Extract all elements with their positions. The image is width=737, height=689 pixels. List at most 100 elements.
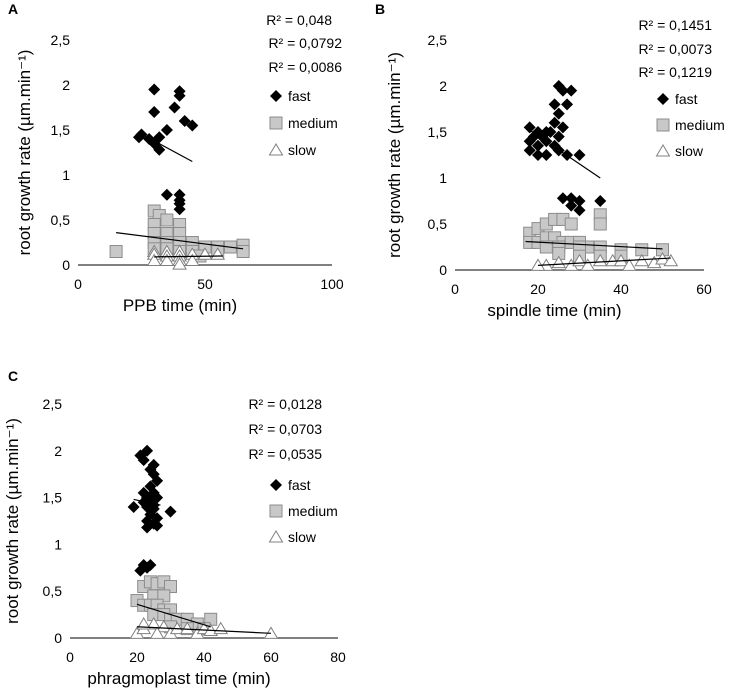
- x-tick-label: 0: [451, 281, 459, 297]
- data-point-slow: [146, 253, 162, 266]
- y-tick-label: 2: [62, 77, 70, 93]
- x-tick-label: 100: [320, 276, 344, 292]
- data-point-fast: [561, 98, 574, 111]
- x-axis-label: phragmoplast time (min): [87, 669, 270, 688]
- data-point-fast: [137, 454, 150, 467]
- x-axis-label: PPB time (min): [123, 296, 237, 315]
- panel-letter: C: [8, 368, 18, 384]
- data-point-fast: [523, 135, 536, 148]
- r-squared-label: R² = 0,1451: [638, 17, 712, 33]
- data-point-fast: [556, 121, 569, 134]
- data-point-fast: [540, 149, 553, 161]
- series-fast: [132, 83, 199, 216]
- data-point-fast: [556, 192, 569, 205]
- data-point-fast: [186, 119, 199, 132]
- legend-label-fast: fast: [288, 477, 311, 493]
- data-point-medium: [236, 245, 250, 258]
- data-point-fast: [148, 83, 161, 96]
- y-axis-label: root growth rate (µm.min⁻¹): [3, 418, 22, 624]
- y-tick-label: 1,5: [428, 124, 448, 140]
- data-point-slow: [156, 619, 172, 633]
- r-squared-label: R² = 0,0073: [638, 41, 712, 57]
- panel-c: C 0 0,5 1 1,5 2 2,5 0 20 40 60 80 phragmoplast time …: [3, 368, 346, 688]
- trendline-slow: [537, 257, 671, 266]
- x-axis-label: spindle time (min): [487, 301, 621, 320]
- y-tick-label: 1,5: [43, 490, 63, 506]
- data-point-medium: [564, 217, 578, 231]
- data-point-fast: [168, 101, 181, 114]
- series-fast: [127, 444, 177, 577]
- trendline-fast: [525, 126, 601, 179]
- data-point-fast: [565, 84, 578, 97]
- trendline-medium: [525, 240, 663, 250]
- y-tick-label: 2,5: [428, 32, 448, 48]
- data-point-slow: [184, 253, 200, 266]
- data-point-slow: [136, 616, 152, 630]
- r-squared-label: R² = 0,0703: [248, 421, 322, 437]
- x-tick-label: 20: [129, 649, 145, 665]
- data-point-fast: [141, 561, 154, 574]
- r-squared-label: R² = 0,0086: [268, 59, 342, 75]
- data-point-fast: [141, 521, 154, 534]
- data-point-fast: [565, 199, 578, 212]
- data-point-slow: [172, 257, 187, 270]
- trendline-medium: [116, 232, 244, 250]
- legend-marker-medium: [269, 116, 283, 130]
- data-point-fast: [173, 89, 186, 102]
- data-point-fast: [573, 195, 586, 207]
- x-tick-label: 80: [330, 649, 346, 665]
- data-point-fast: [153, 143, 166, 156]
- y-tick-label: 0: [439, 262, 447, 278]
- data-point-fast: [151, 519, 164, 532]
- y-tick-label: 2: [439, 78, 447, 94]
- y-tick-label: 0,5: [428, 216, 448, 232]
- data-point-fast: [160, 188, 173, 201]
- legend-marker-slow: [268, 530, 284, 543]
- legend-label-fast: fast: [288, 88, 311, 104]
- series-fast: [523, 80, 607, 217]
- data-point-fast: [573, 149, 586, 161]
- legend-marker-fast: [657, 93, 669, 105]
- legend-marker-fast: [270, 479, 282, 491]
- data-point-slow: [159, 253, 175, 266]
- y-tick-label: 0,5: [43, 583, 63, 599]
- data-point-fast: [548, 116, 561, 129]
- series-slow: [129, 616, 279, 639]
- y-tick-label: 0: [54, 630, 62, 646]
- data-point-fast: [173, 203, 186, 216]
- legend-label-slow: slow: [288, 142, 317, 158]
- data-point-fast: [160, 124, 173, 136]
- data-point-fast: [594, 195, 607, 207]
- data-point-fast: [548, 98, 561, 111]
- legend-label-fast: fast: [675, 91, 698, 107]
- trendline-fast: [138, 132, 193, 163]
- x-tick-label: 40: [196, 649, 212, 665]
- y-tick-label: 0,5: [51, 212, 71, 228]
- data-point-fast: [552, 130, 565, 143]
- y-tick-label: 1: [439, 170, 447, 186]
- data-point-fast: [532, 149, 544, 161]
- data-point-slow: [149, 626, 165, 639]
- r-squared-label: R² = 0,0535: [248, 446, 322, 462]
- data-point-fast: [523, 121, 536, 134]
- y-axis-label: root growth rate (µm.min⁻¹): [15, 50, 34, 256]
- r-squared-label: R² = 0,0128: [248, 396, 322, 412]
- legend-label-slow: slow: [288, 529, 317, 545]
- data-point-fast: [141, 500, 154, 513]
- data-point-fast: [127, 500, 140, 513]
- data-point-slow: [146, 616, 162, 630]
- data-point-fast: [151, 474, 164, 487]
- x-tick-label: 0: [66, 649, 74, 665]
- data-point-fast: [532, 139, 544, 152]
- legend-marker-medium: [656, 118, 670, 132]
- y-axis-label: root growth rate (µm.min⁻¹): [385, 52, 404, 258]
- data-point-fast: [573, 204, 586, 217]
- data-point-fast: [552, 107, 565, 120]
- y-tick-label: 2: [54, 443, 62, 459]
- panel-b: B 0 0,5 1 1,5 2 2,5 0 20 40 60 spindle time (min) ro…: [375, 1, 725, 320]
- trendline-slow: [136, 626, 272, 634]
- data-point-fast: [556, 84, 569, 97]
- data-point-medium: [160, 213, 174, 227]
- legend-label-medium: medium: [675, 117, 725, 133]
